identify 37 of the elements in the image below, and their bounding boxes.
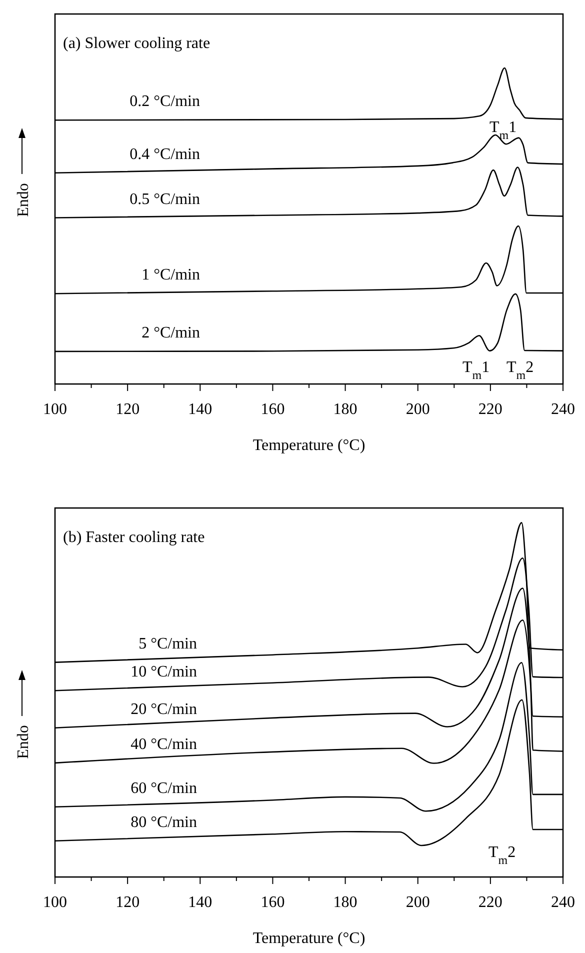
series-label: 1 °C/min [142,266,200,284]
x-tick-label: 220 [478,401,502,418]
annotation: T$_{m}$2 [488,844,516,867]
series-label: 0.4 °C/min [130,146,200,163]
x-tick-label: 200 [406,894,430,911]
x-tick-label: 140 [188,894,212,911]
y-axis-title: Endo [15,725,32,759]
x-tick-label: 100 [43,894,67,911]
annotation: T$_{m}$1 [489,119,517,142]
x-tick-label: 120 [116,401,140,418]
y-axis-title: Endo [15,183,32,217]
x-axis-title: Temperature (°C) [252,930,366,947]
series-label: 0.5 °C/min [130,190,200,208]
annotation: T$_{m}$2 [506,359,534,382]
x-tick-label: 240 [551,894,575,911]
series-label: 20 °C/min [130,700,197,718]
series-label: 80 °C/min [130,814,197,831]
x-axis-title: Temperature (°C) [252,437,366,454]
series-label: 60 °C/min [130,780,197,797]
series-label: 2 °C/min [142,324,200,342]
x-tick-label: 220 [478,894,502,911]
series-label: 0.2 °C/min [130,93,200,110]
x-tick-label: 180 [333,894,358,911]
x-tick-label: 240 [551,401,575,418]
series-label: 5 °C/min [138,635,197,652]
x-tick-label: 160 [260,401,285,418]
x-tick-label: 120 [116,894,140,911]
x-tick-label: 200 [406,401,430,418]
annotation: T$_{m}$1 [462,359,490,382]
x-tick-label: 160 [260,894,285,911]
series-label: 40 °C/min [130,736,197,753]
x-tick-label: 100 [43,401,67,418]
series-label: 10 °C/min [130,664,197,681]
chart-title: (b) Faster cooling rate [63,529,205,546]
x-tick-label: 180 [333,401,358,418]
chart-title: (a) Slower cooling rate [63,35,210,52]
x-tick-label: 140 [188,401,212,418]
